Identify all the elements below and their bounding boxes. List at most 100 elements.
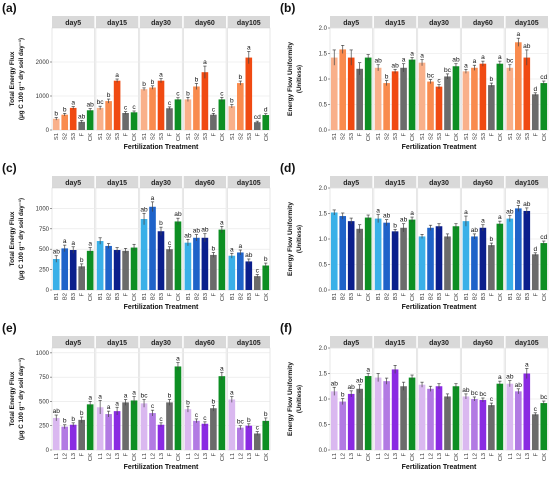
category-label: F [255,133,261,137]
significance-letter: a [71,240,75,247]
category-label: S2 [385,133,391,140]
bar-day105-B2 [237,252,244,290]
significance-letter: a [63,238,67,245]
facet-label: day60 [195,20,215,27]
bar-day30-S3 [157,80,165,130]
significance-letter: b [80,257,84,264]
bar-day105-S1 [228,106,236,130]
significance-letter: b [80,410,84,417]
bar-day60-L1 [462,396,470,450]
category-label: L3 [437,453,443,459]
y-axis-title: Energy Flow Uniformity [287,42,294,116]
bar-day15-B1 [96,241,104,290]
category-label: CK [264,453,270,461]
significance-letter: ab [78,113,86,120]
y-tick-label: 0.5 [319,263,328,269]
category-label: CK [454,133,460,141]
facet-label: day15 [385,180,405,187]
facet-day15: day15 L1 L2 L3 F CK [373,336,417,461]
facet-strip [330,176,373,188]
y-tick-label: 1.5 [319,52,328,58]
bar-day30-F [166,402,173,450]
bar-day105-F [531,414,539,450]
bar-day60-B1 [462,221,470,290]
category-label: L3 [159,453,165,459]
bar-day105-F [253,433,261,450]
bar-day105-CK [540,243,548,290]
significance-letter: ab [201,227,209,234]
significance-letter: a [481,54,485,61]
bar-day5-F [78,419,85,450]
significance-letter: b [341,391,345,398]
facet-strip [139,16,183,28]
facet-label: day60 [473,340,493,347]
bar-day105-S1 [506,67,514,130]
facet-day30: day30 b S1 b S2 a S3 c Fc CK [139,16,183,141]
category-label: CK [366,453,372,461]
category-label: B1 [420,293,426,300]
bar-day5-CK [364,217,372,290]
category-label: B2 [63,293,69,300]
significance-letter: a [115,400,119,407]
significance-letter: a [203,59,207,66]
category-label: F [358,453,364,457]
significance-letter: a [402,57,406,64]
bar-day5-B2 [339,216,347,290]
category-label: L2 [429,453,435,459]
bar-day105-S2 [515,42,522,130]
x-axis-title: Fertilization Treatment [402,144,477,151]
bar-day105-F [253,122,261,130]
bar-day30-F [166,108,173,130]
category-label: CK [88,293,94,301]
bar-day60-F [210,408,217,450]
facet-label: day15 [385,20,405,27]
facet-strip [505,336,548,348]
facet-label: day5 [65,20,81,27]
category-label: S1 [508,133,514,140]
bar-day105-B2 [515,208,522,290]
significance-letter: ab [391,62,399,69]
significance-letter: b [490,236,494,243]
significance-letter: bc [97,99,105,106]
significance-letter: a [410,210,414,217]
category-label: S2 [107,133,113,140]
significance-letter: c [212,106,216,113]
bar-day5-L2 [339,401,347,450]
category-label: L3 [115,453,121,459]
bar-day105-B3 [245,261,253,290]
significance-letter: a [498,214,502,221]
y-axis-title: Energy Flow Uniformity [287,362,294,436]
x-axis-title: Fertilization Treatment [402,464,477,471]
facet-day105: day105 ab L1 ab L2 a L3 c Fbc CK [505,336,549,461]
facet-strip [373,336,417,348]
category-label: L2 [151,453,157,459]
significance-letter: c [220,90,224,97]
facet-day30: day30 L1 L2 L3 F CK [417,336,461,461]
facet-day30: day30 bc L1 c L2 c L3 b Fa CK [139,336,183,461]
bar-day30-F [444,396,451,450]
significance-letter: a [151,195,155,202]
significance-letter: a [247,44,251,51]
significance-letter: ab [471,227,479,234]
significance-letter: a [88,241,92,248]
category-label: B3 [525,293,531,300]
bar-day30-B2 [149,206,156,290]
category-label: S1 [230,133,236,140]
category-label: B3 [437,293,443,300]
significance-letter: a [107,404,111,411]
bar-day105-L2 [515,391,522,450]
significance-letter: ab [86,102,94,109]
bar-day105-F [531,94,539,130]
significance-letter: ab [53,408,61,415]
category-label: S3 [525,133,531,140]
bar-day15-CK [130,400,138,450]
bar-day60-L3 [201,423,209,450]
y-tick-label: 2.0 [319,346,328,352]
bar-day30-CK [452,226,460,290]
y-tick-label: 0 [46,128,50,134]
significance-letter: b [142,81,146,88]
category-label: B1 [142,293,148,300]
y-tick-label: 1.0 [319,237,328,243]
category-label: B3 [349,293,355,300]
